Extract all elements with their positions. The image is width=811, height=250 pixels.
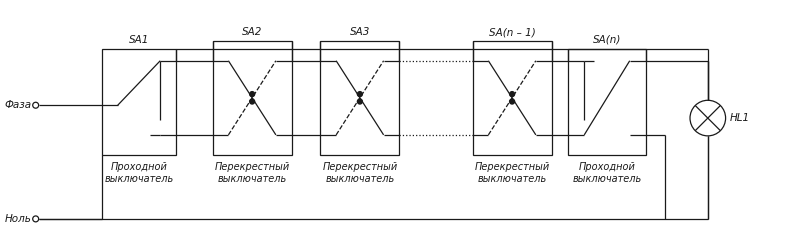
Circle shape xyxy=(509,99,514,104)
Text: Перекрестный
выключатель: Перекрестный выключатель xyxy=(215,162,290,184)
Text: HL1: HL1 xyxy=(730,113,749,123)
Text: Проходной
выключатель: Проходной выключатель xyxy=(105,162,174,184)
Bar xyxy=(102,49,176,155)
Bar xyxy=(320,41,400,155)
Bar xyxy=(212,41,292,155)
Text: SA2: SA2 xyxy=(242,27,262,37)
Text: SA1: SA1 xyxy=(129,35,149,45)
Bar xyxy=(569,49,646,155)
Text: SA(n): SA(n) xyxy=(593,35,621,45)
Text: Перекрестный
выключатель: Перекрестный выключатель xyxy=(474,162,550,184)
Text: SA(n – 1): SA(n – 1) xyxy=(489,27,535,37)
Text: Перекрестный
выключатель: Перекрестный выключатель xyxy=(322,162,397,184)
Circle shape xyxy=(250,99,255,104)
Text: Ноль: Ноль xyxy=(5,214,32,224)
Circle shape xyxy=(509,92,514,96)
Bar xyxy=(473,41,551,155)
Circle shape xyxy=(358,99,363,104)
Text: Фаза: Фаза xyxy=(5,100,32,110)
Text: SA3: SA3 xyxy=(350,27,370,37)
Text: Проходной
выключатель: Проходной выключатель xyxy=(573,162,642,184)
Circle shape xyxy=(358,92,363,96)
Circle shape xyxy=(250,92,255,96)
